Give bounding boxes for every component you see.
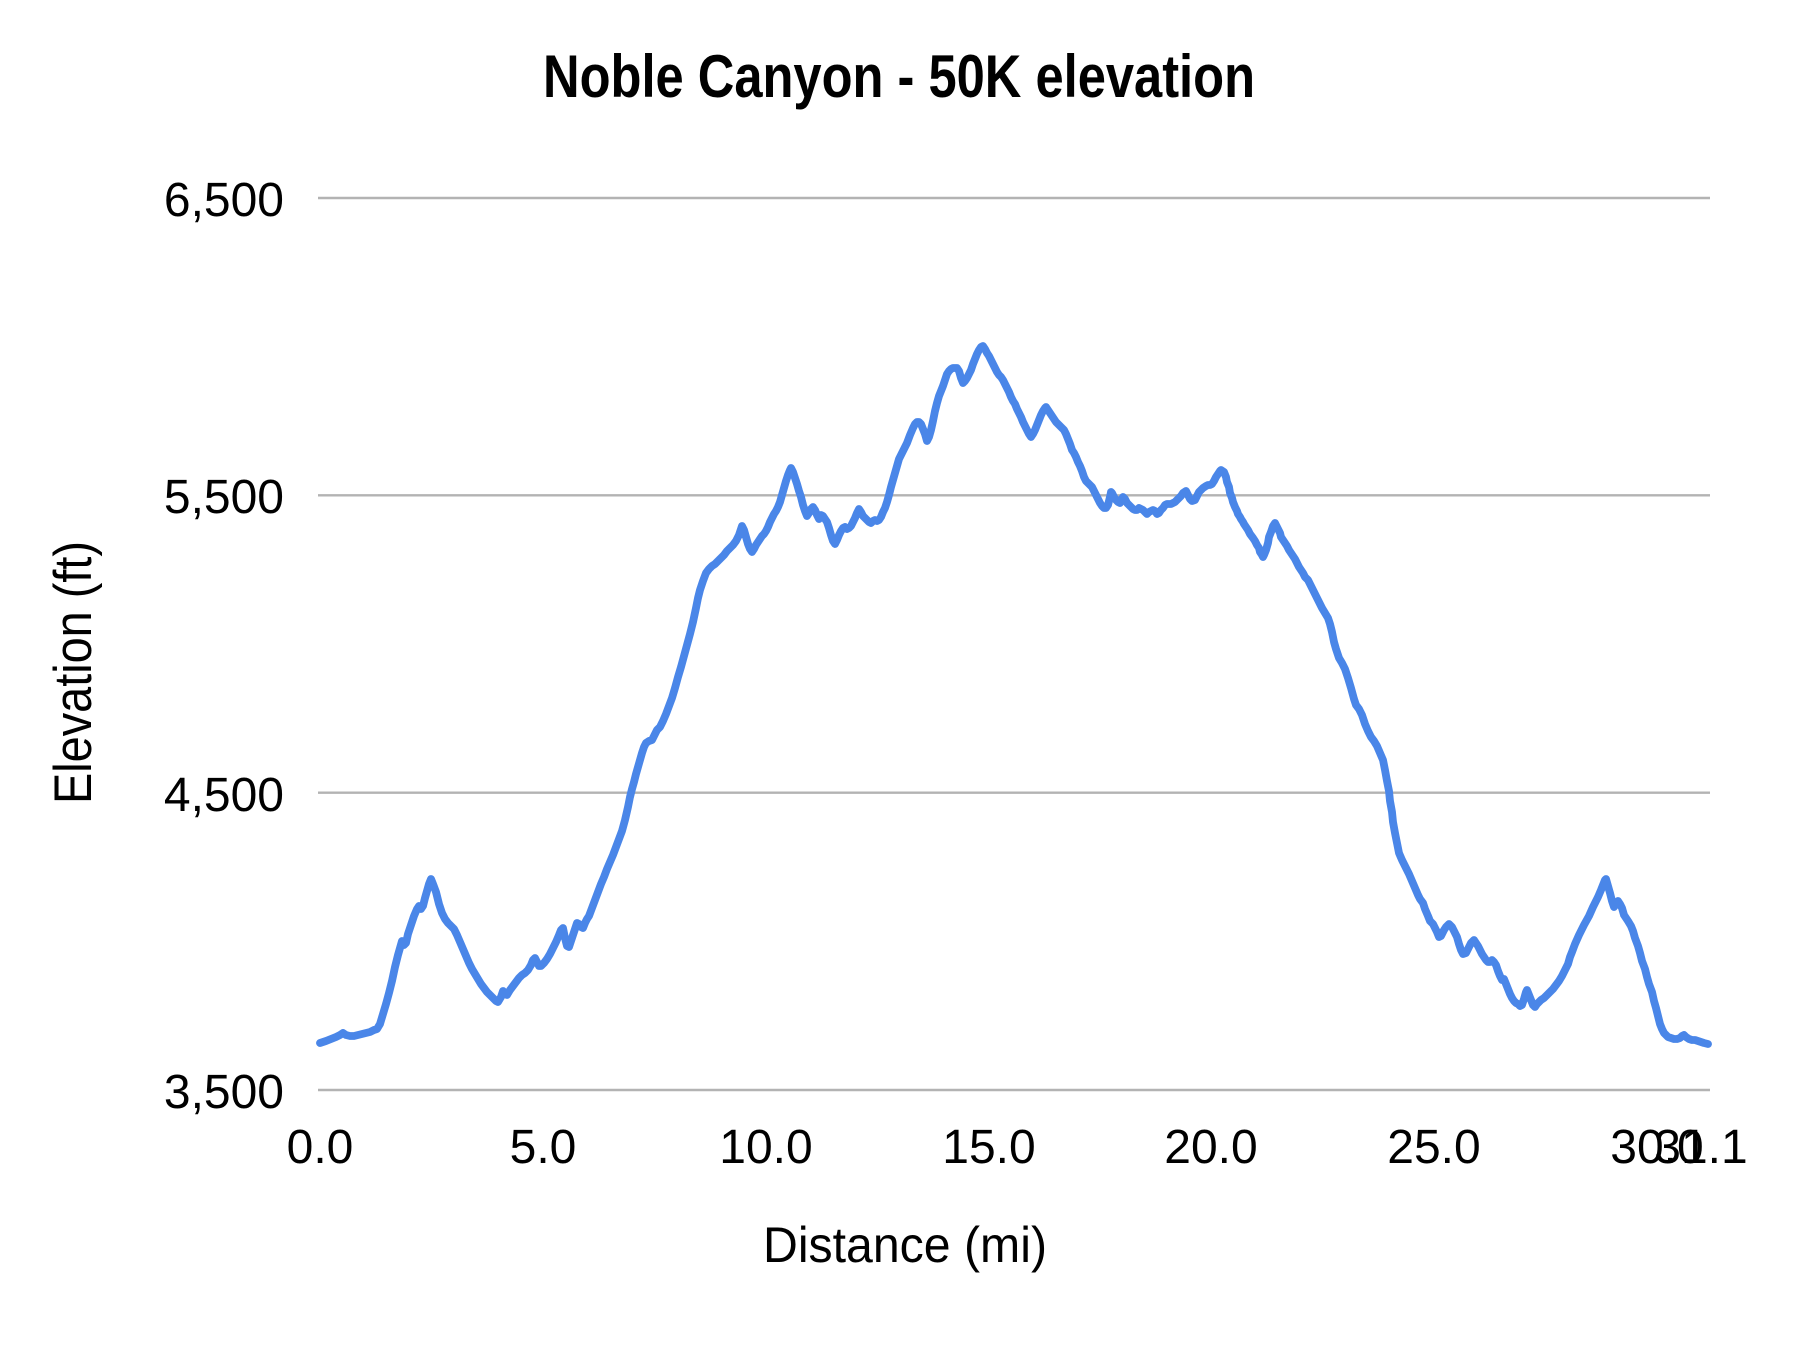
- svg-text:25.0: 25.0: [1387, 1121, 1480, 1174]
- svg-text:10.0: 10.0: [719, 1121, 812, 1174]
- svg-text:5.0: 5.0: [510, 1121, 577, 1174]
- svg-text:Distance (mi): Distance (mi): [763, 1217, 1047, 1273]
- svg-text:5,500: 5,500: [164, 471, 284, 524]
- svg-text:20.0: 20.0: [1164, 1121, 1257, 1174]
- svg-text:Noble Canyon - 50K elevation: Noble Canyon - 50K elevation: [543, 43, 1255, 110]
- svg-text:0.0: 0.0: [287, 1121, 354, 1174]
- svg-text:4,500: 4,500: [164, 769, 284, 822]
- svg-text:6,500: 6,500: [164, 174, 284, 227]
- svg-text:30.0: 30.0: [1610, 1121, 1703, 1174]
- svg-text:3,500: 3,500: [164, 1066, 284, 1119]
- svg-text:Elevation (ft): Elevation (ft): [44, 541, 103, 804]
- svg-text:31.1: 31.1: [1654, 1121, 1747, 1174]
- svg-text:15.0: 15.0: [942, 1121, 1035, 1174]
